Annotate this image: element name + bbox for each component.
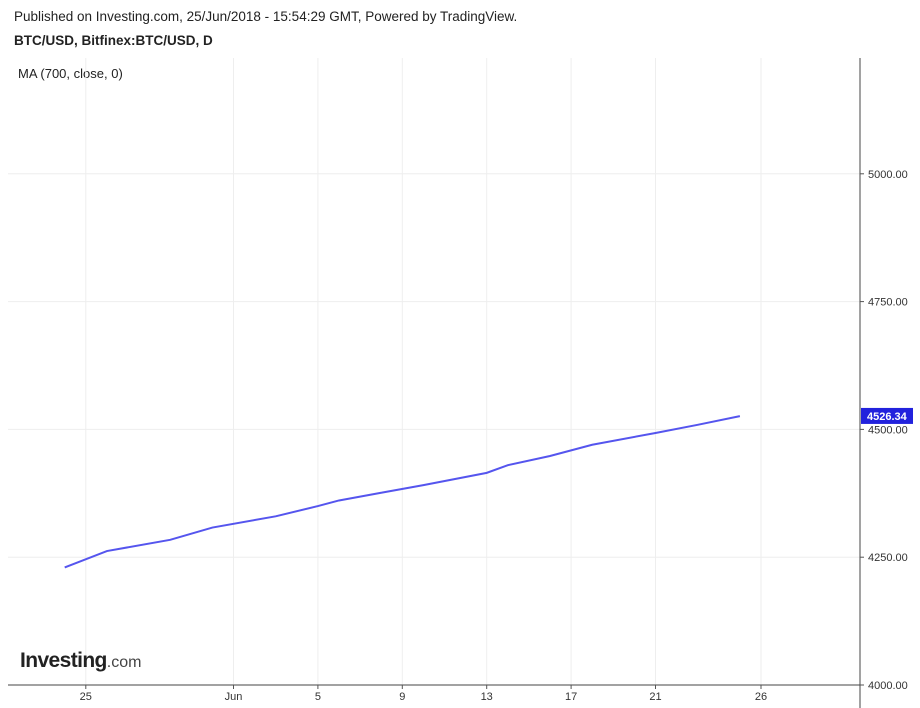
indicator-legend[interactable]: MA (700, close, 0): [18, 66, 123, 81]
price-axis[interactable]: 4000.00 4250.00 4500.00 4750.00 5000.00: [860, 169, 908, 692]
y-tick-label: 5000.00: [868, 169, 908, 181]
ma-value-badge-bg: [861, 407, 913, 424]
y-tick-label: 4500.00: [868, 424, 908, 436]
y-tick-label: 4000.00: [868, 680, 908, 692]
x-tick-label: 9: [399, 691, 405, 703]
x-tick-label: 17: [565, 691, 577, 703]
x-tick-label: 5: [315, 691, 321, 703]
symbol-title: BTC/USD, Bitfinex:BTC/USD, D: [14, 33, 213, 48]
price-badges: 6280.104526.34: [861, 407, 913, 424]
time-axis[interactable]: 25 Jun 5 9 13 17 21 26: [80, 685, 767, 703]
ma-value-badge-label: 4526.34: [867, 411, 908, 423]
logo-suffix: .com: [106, 654, 142, 671]
y-tick-label: 4250.00: [868, 552, 908, 564]
chart-grid: [8, 58, 860, 686]
logo-name: Investing: [20, 649, 107, 672]
moving-average-group: [64, 415, 741, 569]
x-tick-label: 13: [481, 691, 493, 703]
ma-line: [64, 415, 741, 569]
x-tick-label: 25: [80, 691, 92, 703]
published-info: Published on Investing.com, 25/Jun/2018 …: [14, 9, 518, 24]
x-tick-label: 21: [649, 691, 661, 703]
x-tick-label: 26: [755, 691, 767, 703]
x-tick-label: Jun: [225, 691, 243, 703]
investing-logo: Investing.com: [20, 649, 141, 673]
y-tick-label: 4750.00: [868, 297, 908, 309]
